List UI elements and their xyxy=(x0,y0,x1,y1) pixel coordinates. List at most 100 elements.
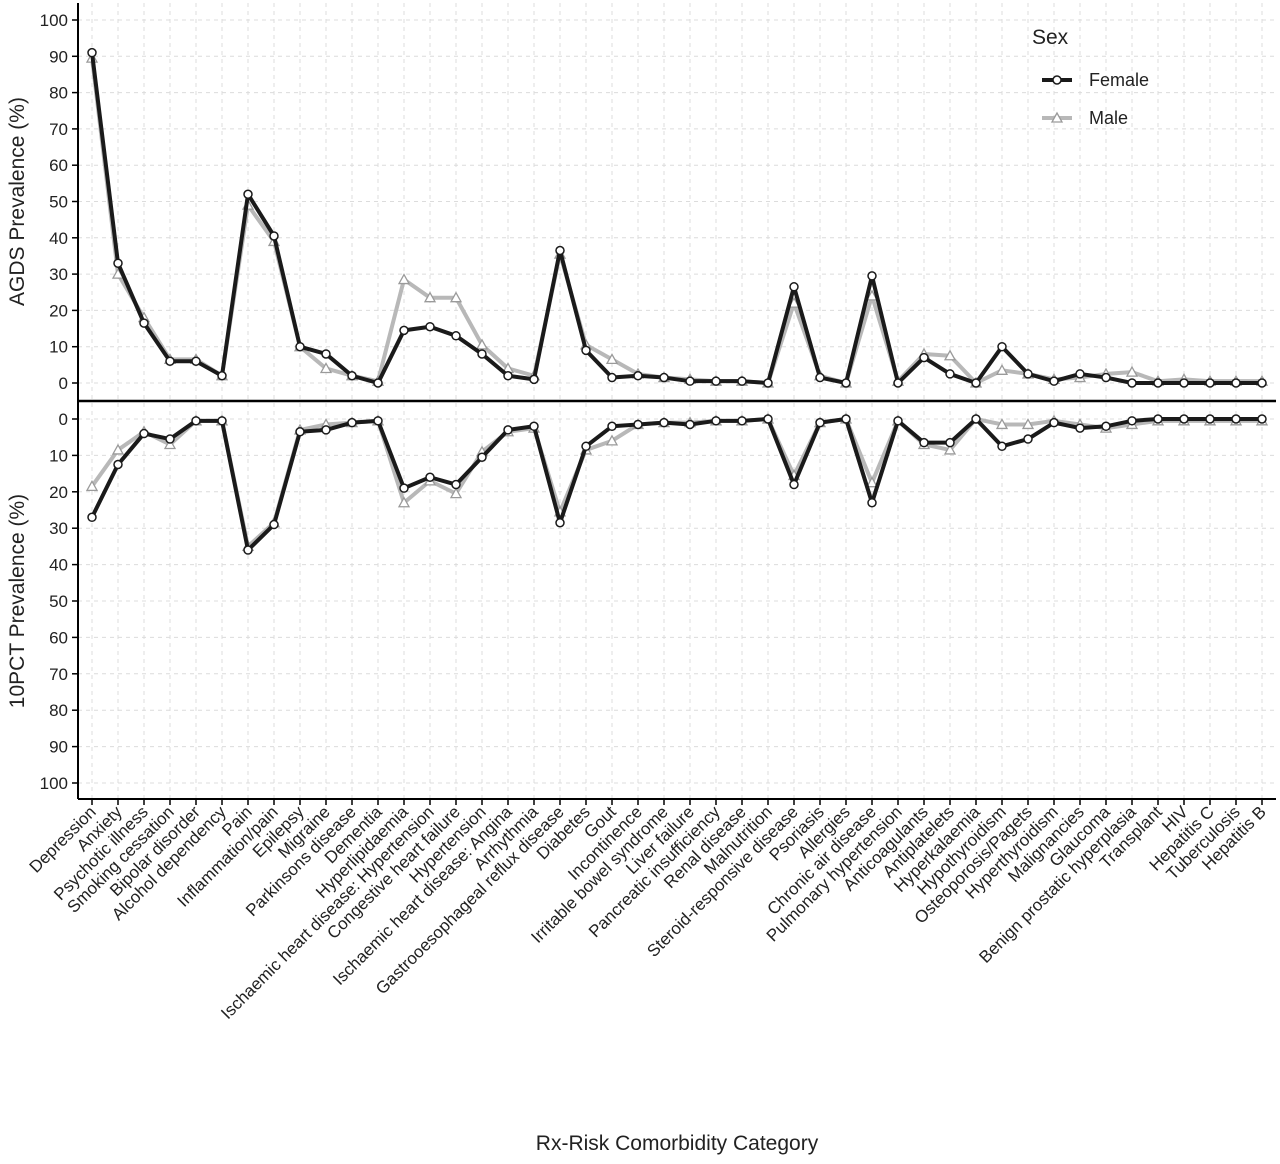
series-male-bottom xyxy=(85,412,1269,552)
y-tick-label-bottom: 80 xyxy=(49,701,68,720)
y-tick-label-top: 80 xyxy=(49,84,68,103)
y-axis-title-top: AGDS Prevalence (%) xyxy=(6,97,29,306)
point-female xyxy=(87,512,97,523)
point-male xyxy=(1125,365,1139,377)
y-tick-label-top: 20 xyxy=(49,301,68,320)
point-female xyxy=(789,282,799,292)
point-female xyxy=(581,345,591,356)
point-female xyxy=(477,452,487,462)
y-tick-label-top: 30 xyxy=(49,265,68,284)
series-female-top xyxy=(87,47,1267,388)
point-female xyxy=(529,374,539,385)
y-axis-title-bottom: 10PCT Prevalence (%) xyxy=(6,494,29,708)
point-female xyxy=(893,378,903,388)
point-female xyxy=(1049,376,1059,386)
legend-label-male: Male xyxy=(1089,108,1128,128)
point-female xyxy=(633,419,643,430)
point-female xyxy=(1075,369,1085,379)
point-female xyxy=(867,271,877,281)
point-male xyxy=(85,480,99,491)
legend-marker-triangle xyxy=(1050,111,1064,123)
point-female xyxy=(685,419,695,430)
y-tick-label-bottom: 70 xyxy=(49,665,68,684)
point-female xyxy=(789,479,799,490)
point-female xyxy=(1231,414,1241,424)
point-female xyxy=(659,417,669,428)
legend-label-female: Female xyxy=(1089,70,1149,90)
y-tick-label-bottom: 100 xyxy=(40,774,68,793)
point-male xyxy=(475,338,489,350)
point-female xyxy=(685,376,695,386)
y-tick-label-bottom: 60 xyxy=(49,628,68,647)
y-tick-label-bottom: 30 xyxy=(49,519,68,538)
point-female xyxy=(763,378,773,388)
point-female xyxy=(1127,378,1137,388)
point-female xyxy=(1127,416,1137,426)
point-female xyxy=(737,376,747,386)
point-female xyxy=(919,437,929,448)
point-male xyxy=(865,289,879,301)
point-female xyxy=(139,428,149,439)
point-female xyxy=(165,356,175,366)
series-line-male xyxy=(90,57,1262,385)
point-female xyxy=(139,318,149,328)
legend: Sex Female Male xyxy=(1032,26,1149,128)
point-male xyxy=(1021,418,1035,430)
point-female xyxy=(425,472,435,482)
point-female xyxy=(451,479,461,490)
point-male xyxy=(397,273,411,285)
point-female xyxy=(1101,421,1111,432)
y-tick-label-bottom: 90 xyxy=(49,738,68,757)
point-female xyxy=(243,545,253,555)
point-male xyxy=(943,443,957,455)
point-female xyxy=(1257,378,1267,388)
point-female xyxy=(1231,378,1241,388)
point-male xyxy=(995,363,1009,375)
point-female xyxy=(347,417,357,428)
y-ticks: 0 10 20 30 40 50 60 70 80 90 100 0 10 20 30 40 50 60 70 80 9… xyxy=(40,11,78,793)
y-tick-label-top: 100 xyxy=(40,11,68,30)
point-female xyxy=(451,331,461,341)
series-line-male xyxy=(90,417,1262,549)
y-tick-label-top: 90 xyxy=(49,47,68,66)
point-female xyxy=(997,341,1007,352)
point-female xyxy=(87,47,97,58)
point-female xyxy=(321,349,331,359)
point-female xyxy=(867,497,877,508)
point-female xyxy=(581,441,591,452)
point-female xyxy=(971,414,981,424)
x-axis-title: Rx-Risk Comorbidity Category xyxy=(536,1132,819,1155)
point-female xyxy=(503,425,513,435)
point-female xyxy=(321,425,331,435)
point-female xyxy=(555,517,565,528)
point-female xyxy=(1023,369,1033,379)
point-female xyxy=(191,356,201,366)
point-female xyxy=(555,245,565,256)
point-female xyxy=(997,441,1007,452)
point-male xyxy=(605,353,619,365)
point-female xyxy=(841,378,851,388)
series-female-bottom xyxy=(87,414,1267,555)
y-tick-label-bottom: 50 xyxy=(49,592,68,611)
point-male xyxy=(449,291,463,303)
point-female xyxy=(399,483,409,493)
point-female xyxy=(1153,414,1163,424)
point-female xyxy=(399,325,409,336)
point-female xyxy=(529,421,539,432)
point-male xyxy=(943,349,957,361)
point-female xyxy=(633,370,643,381)
point-female xyxy=(295,426,305,437)
series-line-female xyxy=(90,52,1262,385)
point-female xyxy=(607,421,617,432)
legend-title: Sex xyxy=(1032,26,1069,49)
point-female xyxy=(1153,378,1163,388)
point-female xyxy=(737,416,747,426)
point-male xyxy=(605,434,619,446)
point-female xyxy=(841,414,851,424)
y-tick-label-bottom: 20 xyxy=(49,483,68,502)
point-female xyxy=(763,414,773,424)
point-male xyxy=(865,476,879,488)
